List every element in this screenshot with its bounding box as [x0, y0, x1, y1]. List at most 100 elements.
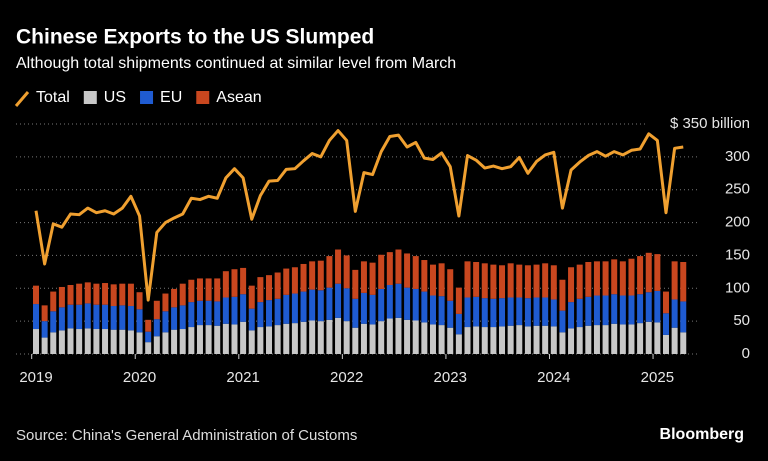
bar	[291, 293, 298, 324]
bar	[576, 298, 583, 328]
bar	[231, 324, 238, 354]
bar	[611, 294, 618, 324]
bar	[680, 332, 687, 354]
bar	[76, 304, 83, 330]
bar	[274, 325, 281, 354]
bar	[360, 261, 367, 293]
bar	[464, 327, 471, 354]
bar	[136, 309, 143, 333]
bar	[240, 321, 247, 354]
bar	[386, 252, 393, 285]
bar	[58, 330, 65, 354]
x-tick-label: 2021	[226, 369, 259, 386]
bar	[628, 295, 635, 325]
legend-label: EU	[160, 89, 182, 106]
bar	[171, 329, 178, 354]
bar	[429, 295, 436, 325]
bar	[447, 269, 454, 301]
bar	[335, 283, 342, 318]
bar	[67, 285, 74, 305]
bar	[481, 327, 488, 354]
bar	[378, 288, 385, 322]
bar	[266, 326, 273, 354]
bar	[404, 287, 411, 320]
bar	[576, 264, 583, 299]
bar	[602, 325, 609, 354]
bar	[516, 264, 523, 298]
bar	[360, 292, 367, 324]
bar	[222, 297, 229, 324]
bar	[533, 325, 540, 354]
bar	[542, 263, 549, 298]
bar	[352, 269, 359, 299]
bar	[473, 326, 480, 354]
line	[34, 129, 684, 302]
bar	[50, 332, 57, 354]
bar	[274, 272, 281, 299]
bar	[162, 311, 169, 333]
source: Source: China's General Administration o…	[16, 427, 357, 444]
bar	[576, 327, 583, 354]
bar	[127, 330, 134, 354]
bar	[637, 256, 644, 295]
chart-subtitle: Although total shipments continued at si…	[16, 55, 456, 72]
bar	[585, 325, 592, 354]
bar	[50, 291, 57, 312]
bar	[455, 334, 462, 354]
bar	[283, 268, 290, 295]
y-tick-label: 100	[725, 279, 750, 296]
bar	[421, 291, 428, 323]
bar	[637, 294, 644, 324]
bar	[378, 254, 385, 289]
y-tick-label: 200	[725, 214, 750, 231]
bar	[559, 279, 566, 311]
bar	[611, 323, 618, 354]
bar	[41, 321, 48, 338]
bar	[153, 319, 160, 337]
bar	[481, 298, 488, 328]
bar	[490, 327, 497, 354]
bar	[507, 297, 514, 326]
bar	[102, 329, 109, 354]
bar	[171, 307, 178, 330]
bar	[568, 302, 575, 329]
bar	[153, 300, 160, 320]
bar	[602, 295, 609, 326]
bar	[671, 261, 678, 300]
bar	[680, 262, 687, 302]
bar	[283, 294, 290, 324]
bar	[662, 291, 669, 314]
bar	[222, 271, 229, 298]
bar	[499, 326, 506, 354]
bar	[352, 298, 359, 328]
y-tick-label: 300	[725, 148, 750, 165]
bar	[464, 261, 471, 298]
bar	[386, 318, 393, 354]
bar	[231, 269, 238, 297]
bar	[395, 283, 402, 318]
bar	[291, 323, 298, 354]
bar	[248, 285, 255, 309]
bar	[266, 275, 273, 301]
y-tick-label: 150	[725, 246, 750, 263]
bar	[550, 326, 557, 354]
bar	[188, 302, 195, 328]
bar	[455, 313, 462, 335]
bar	[93, 304, 100, 330]
bar	[369, 262, 376, 295]
bar	[671, 327, 678, 354]
bar	[507, 325, 514, 354]
bar	[309, 261, 316, 290]
bar	[188, 279, 195, 303]
bar	[50, 311, 57, 333]
bar	[84, 282, 91, 304]
bar	[326, 256, 333, 288]
bar	[524, 265, 531, 299]
bar	[110, 284, 117, 307]
bar	[84, 303, 91, 329]
bar	[214, 301, 221, 326]
legend-label: Asean	[216, 89, 261, 106]
bar	[76, 283, 83, 305]
bar	[257, 302, 264, 328]
bar	[412, 320, 419, 354]
